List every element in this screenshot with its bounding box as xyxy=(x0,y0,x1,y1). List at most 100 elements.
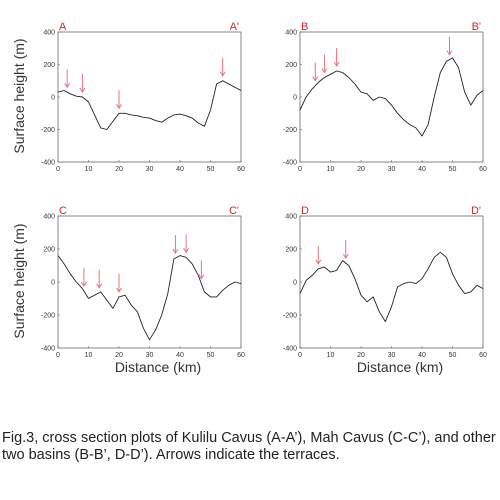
terrace-arrow-head xyxy=(81,281,87,288)
y-tick-label: -400 xyxy=(283,160,297,167)
terrace-arrow xyxy=(116,273,122,293)
section-label-end: C' xyxy=(229,205,239,217)
x-tick-label: 10 xyxy=(327,166,335,173)
terrace-arrow-head xyxy=(219,71,226,77)
axes-frame xyxy=(299,215,484,349)
x-tick-label: 40 xyxy=(176,352,184,359)
panel-b: 0 10 20 30 40 50 60 400 200 0 -200 -400 B B' xyxy=(283,21,487,173)
x-tick-label: 40 xyxy=(176,166,184,173)
x-tick-label: 50 xyxy=(449,352,457,359)
terrace-arrow xyxy=(315,245,322,265)
profile-line xyxy=(57,255,242,341)
terrace-arrow xyxy=(79,74,86,93)
terrace-arrow-head xyxy=(79,87,86,93)
terrace-arrow xyxy=(183,234,190,254)
terrace-arrow-head xyxy=(172,248,179,255)
y-tick-label: 200 xyxy=(285,62,297,69)
section-label-end: A' xyxy=(230,21,239,33)
x-tick-label: 10 xyxy=(85,352,93,359)
y-tick-label: 400 xyxy=(285,30,297,37)
y-tick-label: -200 xyxy=(41,313,55,320)
x-tick-label: 20 xyxy=(115,352,123,359)
x-tick-label: 50 xyxy=(207,352,215,359)
terrace-arrow xyxy=(116,90,122,110)
terrace-arrow xyxy=(321,54,328,74)
x-tick-label: 10 xyxy=(85,166,93,173)
x-tick-label: 60 xyxy=(237,166,245,173)
x-tick-label: 20 xyxy=(357,352,365,359)
y-tick-label: 200 xyxy=(285,247,297,254)
y-tick-label: 0 xyxy=(293,280,297,287)
terrace-arrow xyxy=(198,260,205,280)
x-tick-label: 10 xyxy=(327,352,335,359)
x-tick-label: 50 xyxy=(449,166,457,173)
terrace-arrow xyxy=(333,48,340,67)
terrace-arrow xyxy=(342,240,349,259)
profile-line xyxy=(299,57,484,137)
y-tick-label: -200 xyxy=(283,313,297,320)
terrace-arrow xyxy=(81,268,87,288)
ylabel-bottom: Surface height (m) xyxy=(11,223,27,338)
x-tick-label: 20 xyxy=(115,166,123,173)
section-label-start: C xyxy=(59,205,67,217)
x-tick-label: 0 xyxy=(56,166,60,173)
terrace-arrow xyxy=(446,36,453,56)
y-tick-label: 0 xyxy=(51,95,55,102)
cross-section-figure: Surface height (m) Surface height (m) Di… xyxy=(11,21,487,375)
panel-c: 0 10 20 30 40 50 60 400 200 0 -200 -400 C C' xyxy=(41,205,245,359)
x-tick-label: 0 xyxy=(298,352,302,359)
section-label-start: B xyxy=(301,21,308,33)
y-tick-label: 200 xyxy=(43,247,55,254)
terrace-arrow-head xyxy=(446,50,453,56)
y-tick-label: 0 xyxy=(293,95,297,102)
figure-caption: Fig.3, cross section plots of Kulilu Cav… xyxy=(2,430,496,463)
y-tick-label: 200 xyxy=(43,62,55,69)
profile-line xyxy=(299,251,484,323)
terrace-arrow xyxy=(64,69,71,89)
terrace-arrow-head xyxy=(64,82,71,89)
section-label-start: D xyxy=(301,205,309,217)
terrace-arrow-head xyxy=(116,103,122,110)
y-tick-label: -200 xyxy=(41,127,55,134)
terrace-arrow-head xyxy=(315,259,322,265)
y-tick-label: 400 xyxy=(43,214,55,221)
x-tick-label: 40 xyxy=(418,166,426,173)
terrace-arrow-head xyxy=(96,283,103,289)
x-tick-label: 40 xyxy=(418,352,426,359)
axes-frame xyxy=(299,31,484,163)
x-tick-label: 50 xyxy=(207,166,215,173)
section-label-start: A xyxy=(59,21,67,33)
y-tick-label: -200 xyxy=(283,127,297,134)
profile-line xyxy=(57,80,242,130)
terrace-arrow xyxy=(172,235,179,255)
x-tick-label: 20 xyxy=(357,166,365,173)
x-tick-label: 30 xyxy=(146,352,154,359)
x-tick-label: 30 xyxy=(388,352,396,359)
x-tick-label: 0 xyxy=(56,352,60,359)
x-tick-label: 30 xyxy=(388,166,396,173)
x-tick-label: 0 xyxy=(298,166,302,173)
xlabel-right: Distance (km) xyxy=(357,359,443,375)
terrace-arrow xyxy=(219,57,226,77)
terrace-arrow-head xyxy=(342,253,349,259)
terrace-arrow-head xyxy=(312,76,319,82)
panel-d: 0 10 20 30 40 50 60 400 200 0 -200 -400 D D' xyxy=(283,205,487,359)
x-tick-label: 60 xyxy=(479,166,487,173)
section-label-end: B' xyxy=(472,21,481,33)
x-tick-label: 60 xyxy=(237,352,245,359)
terrace-arrow xyxy=(312,62,319,82)
y-tick-label: 400 xyxy=(43,30,55,37)
terrace-arrow-head xyxy=(183,247,190,254)
section-label-end: D' xyxy=(471,205,481,217)
panel-a: 0 10 20 30 40 50 60 400 200 0 -200 -400 A A' xyxy=(41,21,245,173)
y-tick-label: 0 xyxy=(51,280,55,287)
terrace-arrow-head xyxy=(321,68,328,74)
terrace-arrow xyxy=(96,269,103,289)
y-tick-label: -400 xyxy=(283,346,297,353)
terrace-arrow-head xyxy=(116,287,122,293)
xlabel-left: Distance (km) xyxy=(115,359,201,375)
y-tick-label: -400 xyxy=(41,160,55,167)
x-tick-label: 30 xyxy=(146,166,154,173)
terrace-arrow-head xyxy=(333,61,340,67)
x-tick-label: 60 xyxy=(479,352,487,359)
